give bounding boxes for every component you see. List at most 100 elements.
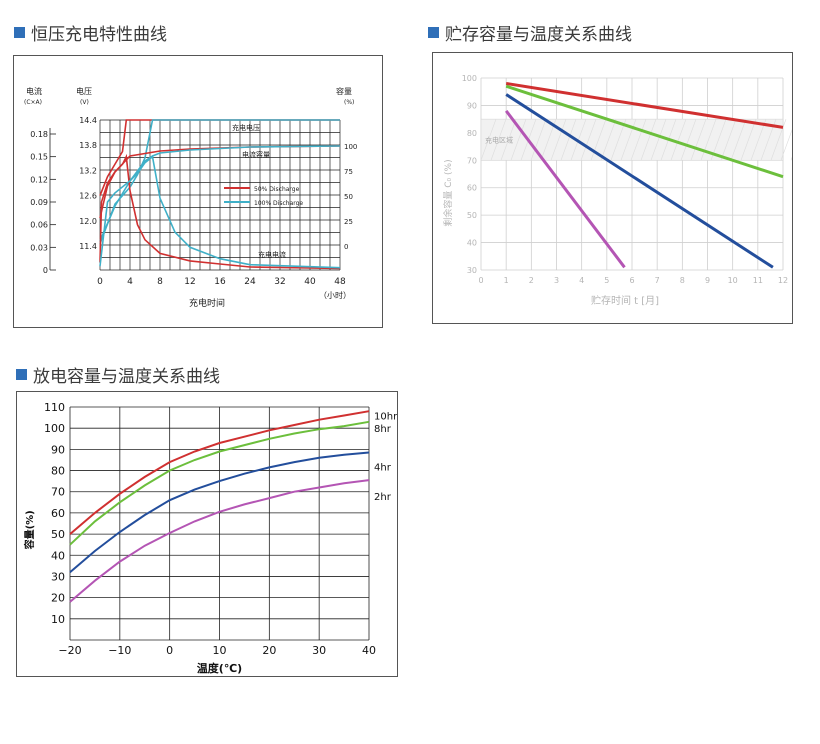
x-tick-label: 5 bbox=[604, 276, 609, 285]
band-hatch bbox=[550, 119, 567, 161]
series-label: 8hr bbox=[374, 424, 392, 435]
capacity-tick-label: 75 bbox=[344, 168, 353, 176]
band-hatch bbox=[700, 119, 717, 161]
current-tick-label: 0.18 bbox=[30, 130, 48, 139]
series-line bbox=[505, 82, 784, 129]
series-line-voltage bbox=[99, 119, 340, 245]
x-tick-label: 12 bbox=[778, 276, 788, 285]
band-hatch bbox=[650, 119, 667, 161]
y-tick-label: 90 bbox=[467, 101, 477, 110]
x-tick-label: 7 bbox=[655, 276, 660, 285]
y-tick-label: 100 bbox=[462, 74, 477, 83]
y-axis-label: 剩余容量 C₀ (%) bbox=[442, 159, 454, 226]
x-tick-label: 10 bbox=[213, 644, 227, 657]
band-hatch bbox=[560, 119, 577, 161]
y-tick-label: 50 bbox=[467, 211, 477, 220]
legend-label-100: 100% Discharge bbox=[254, 200, 303, 207]
y-tick-label: 30 bbox=[51, 570, 65, 583]
y-tick-label: 50 bbox=[51, 528, 65, 541]
band-hatch bbox=[480, 119, 497, 161]
y-tick-label: 100 bbox=[44, 422, 65, 435]
x-tick-label: 30 bbox=[312, 644, 326, 657]
y-tick-label: 80 bbox=[467, 129, 477, 138]
storage-section-title: 贮存容量与温度关系曲线 bbox=[428, 20, 632, 45]
band-hatch bbox=[580, 119, 597, 161]
discharge-title: 放电容量与温度关系曲线 bbox=[33, 367, 220, 387]
series-line bbox=[69, 410, 370, 535]
discharge-section-title: 放电容量与温度关系曲线 bbox=[16, 362, 220, 387]
band-hatch bbox=[680, 119, 697, 161]
series-line-current bbox=[99, 155, 341, 269]
charge-chart: 电流 (C×A) 电压 (V) 容量 (%) 0 0.03 0.06 0.09 0.12 0.15 0.… bbox=[24, 86, 357, 309]
x-tick-label: 2 bbox=[529, 276, 534, 285]
capacity-tick-label: 25 bbox=[344, 218, 353, 226]
band-hatch bbox=[510, 119, 527, 161]
charge-title: 恒压充电特性曲线 bbox=[31, 25, 167, 45]
x-axis-label: 温度(℃) bbox=[197, 661, 242, 675]
x-tick-label: 0 bbox=[166, 644, 173, 657]
storage-chart-frame: 充电区域 0 1 2 3 4 5 6 7 8 9 10 11 12 30 40 50 60 70 80 90 100 贮存时… bbox=[432, 52, 820, 324]
voltage-tick-label: 14.4 bbox=[79, 116, 97, 125]
x-tick-label: 12 bbox=[184, 277, 195, 287]
y-tick-label: 60 bbox=[51, 507, 65, 520]
discharge-chart: −20 −10 0 10 20 30 40 10 20 30 40 50 60 70 80 90 100 110 温… bbox=[23, 401, 398, 675]
series-line bbox=[505, 109, 626, 269]
series-line bbox=[69, 451, 370, 573]
legend-label-50: 50% Discharge bbox=[254, 186, 300, 193]
x-tick-label: 6 bbox=[629, 276, 634, 285]
band-hatch bbox=[690, 119, 707, 161]
x-tick-label: 32 bbox=[274, 277, 285, 287]
y-tick-label: 20 bbox=[51, 592, 65, 605]
band-hatch bbox=[740, 119, 757, 161]
band-label: 充电区域 bbox=[485, 135, 513, 144]
annotation-charge-current: 充电电流 bbox=[258, 250, 286, 259]
y-tick-label: 110 bbox=[44, 401, 65, 414]
voltage-tick-label: 12.0 bbox=[79, 217, 97, 226]
band-hatch bbox=[770, 119, 787, 161]
current-tick-label: 0.06 bbox=[30, 221, 48, 230]
band-hatch bbox=[500, 119, 517, 161]
band-hatch bbox=[530, 119, 547, 161]
x-tick-label: 10 bbox=[728, 276, 738, 285]
x-tick-label: 16 bbox=[214, 277, 226, 287]
band-hatch bbox=[670, 119, 687, 161]
current-tick-label: 0.12 bbox=[30, 175, 48, 184]
y-tick-label: 10 bbox=[51, 613, 65, 626]
capacity-axis-unit: (%) bbox=[344, 99, 354, 106]
band-hatch bbox=[590, 119, 607, 161]
capacity-tick-label: 100 bbox=[344, 143, 357, 151]
x-tick-label: −10 bbox=[108, 644, 131, 657]
y-tick-label: 30 bbox=[467, 266, 477, 275]
title-marker-icon bbox=[16, 369, 27, 380]
series-line bbox=[505, 84, 784, 179]
band-hatch bbox=[730, 119, 747, 161]
annotation-capacity: 电流容量 bbox=[242, 150, 270, 159]
title-marker-icon bbox=[14, 27, 25, 38]
x-tick-label: 4 bbox=[127, 277, 133, 287]
band-hatch bbox=[790, 119, 807, 161]
capacity-tick-label: 50 bbox=[344, 193, 353, 201]
current-tick-label: 0 bbox=[43, 266, 48, 275]
x-tick-label: 11 bbox=[753, 276, 763, 285]
x-tick-label: 3 bbox=[554, 276, 559, 285]
y-tick-label: 80 bbox=[51, 465, 65, 478]
series-line bbox=[505, 93, 774, 269]
x-tick-label: 4 bbox=[579, 276, 584, 285]
storage-title: 贮存容量与温度关系曲线 bbox=[445, 25, 632, 45]
band-hatch bbox=[720, 119, 737, 161]
series-line bbox=[69, 420, 370, 546]
y-tick-label: 40 bbox=[467, 239, 477, 248]
y-tick-label: 70 bbox=[51, 486, 65, 499]
x-axis-label: 贮存时间 t [月] bbox=[591, 294, 659, 307]
y-tick-label: 90 bbox=[51, 443, 65, 456]
voltage-tick-label: 13.2 bbox=[79, 166, 97, 175]
voltage-tick-label: 12.6 bbox=[79, 192, 97, 201]
x-tick-label: 0 bbox=[478, 276, 483, 285]
x-tick-label: 24 bbox=[244, 277, 256, 287]
voltage-axis-label: 电压 bbox=[76, 86, 92, 96]
current-tick-label: 0.03 bbox=[30, 243, 48, 252]
x-unit-label: （小时） bbox=[319, 290, 351, 300]
voltage-tick-label: 11.4 bbox=[79, 242, 97, 251]
x-tick-label: 9 bbox=[705, 276, 710, 285]
